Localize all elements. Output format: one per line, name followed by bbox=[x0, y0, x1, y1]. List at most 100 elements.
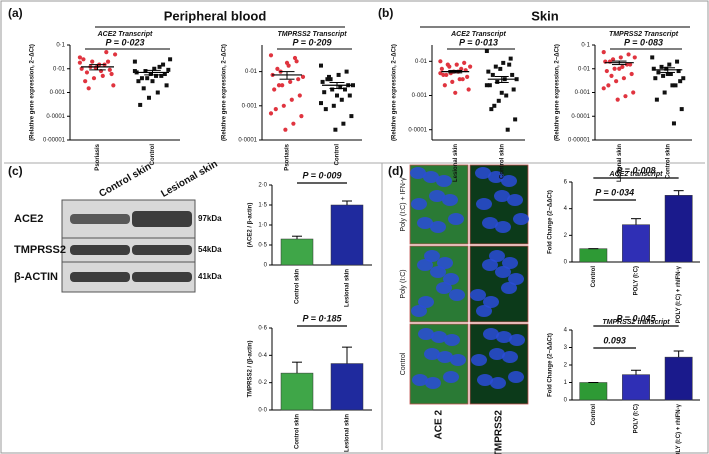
y-tick-label: 0·001 bbox=[50, 90, 66, 96]
y-axis-label: (Relative gene expression, 2−ΔCt) bbox=[392, 44, 398, 141]
point bbox=[654, 97, 659, 102]
point bbox=[319, 63, 323, 68]
point bbox=[336, 72, 341, 77]
nucleus bbox=[412, 374, 428, 386]
point bbox=[341, 121, 346, 126]
point bbox=[146, 95, 151, 100]
y-tick-label: 0·2 bbox=[258, 380, 267, 386]
point bbox=[328, 77, 333, 82]
point bbox=[333, 127, 338, 132]
nucleus bbox=[410, 167, 426, 179]
point bbox=[514, 77, 519, 82]
point bbox=[601, 86, 606, 91]
p-value: P = 0·209 bbox=[293, 37, 332, 47]
y-axis-label: (Relative gene expression, 2−ΔCt) bbox=[30, 44, 36, 141]
point bbox=[349, 114, 354, 119]
y-tick-label: 0·00001 bbox=[568, 138, 591, 144]
blot-kda: 54kDa bbox=[198, 245, 222, 254]
point bbox=[280, 83, 285, 88]
y-tick-label: 1 bbox=[564, 380, 568, 386]
point bbox=[100, 73, 105, 78]
y-axis-label: Fold Change (2−ΔΔCt) bbox=[548, 333, 554, 397]
point bbox=[511, 87, 516, 92]
panel-label: (a) bbox=[8, 6, 23, 20]
nucleus bbox=[507, 194, 523, 206]
point bbox=[335, 93, 339, 98]
point bbox=[291, 121, 296, 126]
point bbox=[487, 83, 492, 88]
micrograph-row-label: Poly (I:C) bbox=[400, 269, 407, 298]
y-tick-label: 0·01 bbox=[245, 69, 258, 75]
point bbox=[460, 77, 465, 82]
blot-kda: 41kDa bbox=[198, 272, 222, 281]
point bbox=[159, 73, 164, 78]
micrograph-column-label: TMPRSS2 bbox=[494, 410, 505, 454]
y-tick-label: 0·4 bbox=[258, 353, 267, 359]
point bbox=[79, 66, 84, 71]
point bbox=[670, 83, 675, 88]
point bbox=[77, 60, 82, 65]
point bbox=[90, 59, 95, 64]
point bbox=[671, 121, 676, 126]
y-tick-label: 0·1 bbox=[56, 43, 65, 49]
chart-title: TMPRSS2 Transcript bbox=[609, 31, 679, 38]
micrograph-row-label: Control bbox=[400, 352, 407, 375]
p-value: P = 0·008 bbox=[617, 165, 656, 175]
nucleus bbox=[418, 296, 434, 308]
point bbox=[484, 49, 489, 54]
chart-title: TMPRSS2 transcript bbox=[602, 319, 670, 326]
point bbox=[612, 66, 617, 71]
point bbox=[623, 94, 628, 99]
nucleus bbox=[470, 289, 486, 301]
y-tick-label: 0·01 bbox=[578, 66, 591, 72]
point bbox=[465, 74, 470, 80]
point bbox=[136, 79, 141, 84]
nucleus bbox=[418, 328, 434, 340]
x-tick-label: Control skin bbox=[499, 144, 505, 179]
y-tick-label: 3 bbox=[564, 345, 568, 351]
x-tick-label: POLY (I:C) bbox=[634, 404, 640, 433]
micrograph-column-label: ACE 2 bbox=[434, 410, 445, 440]
point bbox=[275, 66, 280, 72]
point bbox=[610, 57, 616, 62]
point bbox=[81, 57, 86, 62]
point bbox=[162, 72, 167, 77]
nucleus bbox=[488, 171, 504, 183]
nucleus bbox=[411, 305, 427, 317]
point bbox=[297, 93, 302, 98]
point bbox=[438, 59, 443, 64]
bar bbox=[579, 382, 608, 401]
point bbox=[132, 59, 137, 64]
point bbox=[268, 111, 274, 116]
point bbox=[168, 57, 173, 62]
point bbox=[104, 50, 109, 55]
nucleus bbox=[475, 167, 491, 179]
nucleus bbox=[411, 198, 427, 210]
nucleus bbox=[509, 334, 525, 346]
point bbox=[659, 64, 664, 69]
panel-label: (c) bbox=[8, 164, 23, 178]
point bbox=[344, 69, 349, 74]
y-tick-label: 0·5 bbox=[258, 243, 267, 249]
point bbox=[296, 77, 301, 82]
nucleus bbox=[490, 377, 506, 389]
chart-title: ACE2 transcript bbox=[609, 171, 664, 178]
point bbox=[154, 73, 159, 78]
y-tick-label: 0 bbox=[264, 263, 268, 269]
point bbox=[157, 64, 162, 69]
point bbox=[132, 69, 137, 74]
x-tick-label: Control skin bbox=[665, 144, 671, 179]
point bbox=[155, 90, 160, 95]
point bbox=[681, 76, 686, 81]
nucleus bbox=[476, 305, 492, 317]
nucleus bbox=[431, 331, 447, 343]
point bbox=[679, 107, 684, 112]
p-value: P = 0·009 bbox=[303, 170, 342, 180]
nucleus bbox=[471, 354, 487, 366]
nucleus bbox=[430, 221, 446, 233]
x-tick-label: Lesional skin bbox=[617, 144, 623, 182]
point bbox=[292, 55, 298, 61]
nucleus bbox=[476, 198, 492, 210]
panel-label: (b) bbox=[378, 6, 393, 20]
y-tick-label: 0·1 bbox=[581, 43, 590, 49]
